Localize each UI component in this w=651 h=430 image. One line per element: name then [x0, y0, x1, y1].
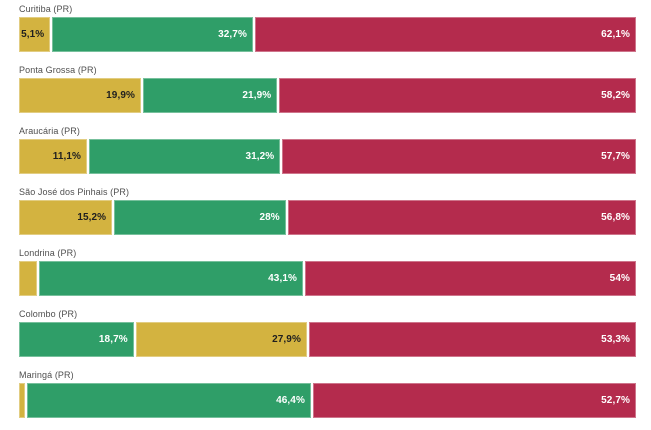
- bar-segment-value: 53,3%: [601, 334, 631, 345]
- stacked-bar: 46,4% 52,7%: [19, 383, 636, 418]
- bar-row: Colombo (PR) 18,7% 27,9% 53,3%: [19, 308, 637, 357]
- bar-segment-value: 43,1%: [268, 273, 297, 284]
- bar-segment-yellow[interactable]: 15,2%: [19, 200, 113, 235]
- bar-segment-red[interactable]: 52,7%: [312, 383, 636, 418]
- bar-segment-yellow[interactable]: 5,1%: [19, 17, 51, 52]
- stacked-bar: 5,1% 32,7% 62,1%: [19, 17, 636, 52]
- bar-segment-yellow[interactable]: [19, 383, 25, 418]
- bar-segment-green[interactable]: 32,7%: [52, 17, 253, 52]
- bar-segment-value: 18,7%: [98, 334, 128, 345]
- bar-group-label: Colombo (PR): [19, 309, 78, 319]
- bar-segment-value: 52,7%: [601, 395, 630, 406]
- stacked-bar: 19,9% 21,9% 58,2%: [19, 78, 636, 113]
- bar-segment-yellow[interactable]: 27,9%: [135, 322, 307, 357]
- bar-segment-value: 54%: [609, 273, 630, 284]
- bar-row: Maringá (PR) 46,4% 52,7%: [19, 369, 636, 418]
- bar-segment-value: 27,9%: [272, 334, 301, 345]
- bar-segment-value: 28%: [259, 212, 280, 223]
- bar-group-label: Maringá (PR): [19, 370, 74, 380]
- bar-segment-green[interactable]: 21,9%: [142, 78, 278, 113]
- bar-segment-yellow[interactable]: 19,9%: [19, 78, 141, 113]
- bar-segment-value: 58,2%: [601, 90, 630, 101]
- bar-group-label: Ponta Grossa (PR): [19, 65, 97, 75]
- bar-segment-red[interactable]: 56,8%: [287, 200, 636, 235]
- bar-segment-yellow[interactable]: 11,1%: [19, 139, 88, 174]
- bar-segment-green[interactable]: 46,4%: [26, 383, 311, 418]
- chart: Curitiba (PR) 5,1% 32,7% 62,1% Ponta Grossa …: [19, 3, 637, 418]
- bar-group-label: Curitiba (PR): [19, 4, 73, 14]
- bar-segment-value: 57,7%: [601, 151, 630, 162]
- bar-row: São José dos Pinhais (PR) 15,2% 28% 56,8%: [19, 186, 636, 235]
- bar-segment-value: 56,8%: [601, 212, 630, 223]
- bar-segment-red[interactable]: 54%: [304, 261, 636, 296]
- bar-row: Curitiba (PR) 5,1% 32,7% 62,1%: [19, 3, 636, 52]
- bar-segment-value: 31,2%: [245, 151, 275, 162]
- bar-segment-value: 62,1%: [601, 29, 630, 40]
- bar-segment-value: 19,9%: [106, 90, 135, 101]
- bar-segment-red[interactable]: 53,3%: [308, 322, 637, 357]
- bar-segment-green[interactable]: 43,1%: [38, 261, 303, 296]
- bar-segment-red[interactable]: 57,7%: [282, 139, 636, 174]
- stacked-bar: 15,2% 28% 56,8%: [19, 200, 636, 235]
- bar-row: Ponta Grossa (PR) 19,9% 21,9% 58,2%: [19, 64, 636, 113]
- bar-segment-value: 11,1%: [52, 151, 82, 162]
- bar-segment-green[interactable]: 31,2%: [89, 139, 281, 174]
- bar-segment-value: 5,1%: [21, 29, 45, 40]
- bar-segment-green[interactable]: 18,7%: [19, 322, 134, 357]
- bar-group-label: São José dos Pinhais (PR): [19, 187, 130, 197]
- bar-group-label: Araucária (PR): [19, 126, 80, 136]
- bar-row: Londrina (PR) 43,1% 54%: [19, 247, 636, 296]
- bar-segment-red[interactable]: 62,1%: [254, 17, 636, 52]
- stacked-bar: 11,1% 31,2% 57,7%: [19, 139, 636, 174]
- stacked-bar: 43,1% 54%: [19, 261, 636, 296]
- bar-segment-value: 32,7%: [218, 29, 247, 40]
- bar-group-label: Londrina (PR): [19, 248, 77, 258]
- bar-segment-value: 46,4%: [276, 395, 305, 406]
- bar-segment-red[interactable]: 58,2%: [279, 78, 636, 113]
- bar-row: Araucária (PR) 11,1% 31,2% 57,7%: [19, 125, 636, 174]
- stacked-bar: 18,7% 27,9% 53,3%: [19, 322, 637, 357]
- bar-segment-yellow[interactable]: [19, 261, 37, 296]
- bar-segment-value: 21,9%: [242, 90, 272, 101]
- bar-segment-value: 15,2%: [77, 212, 107, 223]
- bar-segment-green[interactable]: 28%: [114, 200, 286, 235]
